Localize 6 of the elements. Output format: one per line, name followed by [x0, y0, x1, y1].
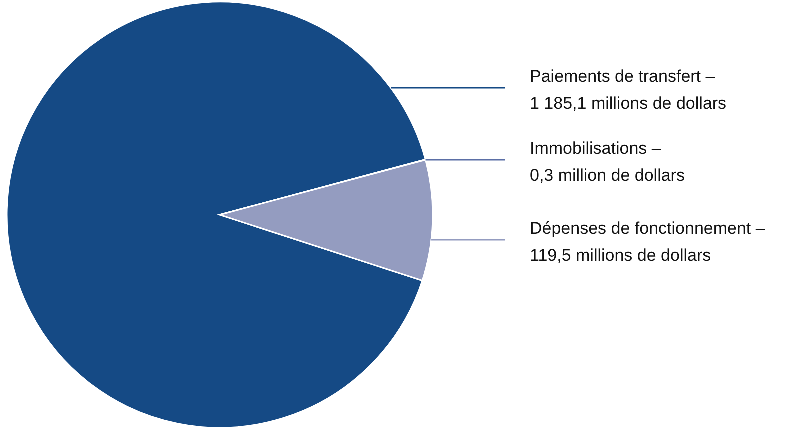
data-label: 1 185,1 millions de dollars: [530, 94, 727, 113]
data-label: 119,5 millions de dollars: [530, 246, 712, 265]
data-label: 0,3 million de dollars: [530, 166, 685, 185]
slice-label: Paiements de transfert –: [530, 67, 716, 86]
legend-label: Immobilisations –: [530, 139, 662, 158]
legend-label: Dépenses de fonctionnement –: [530, 219, 766, 238]
